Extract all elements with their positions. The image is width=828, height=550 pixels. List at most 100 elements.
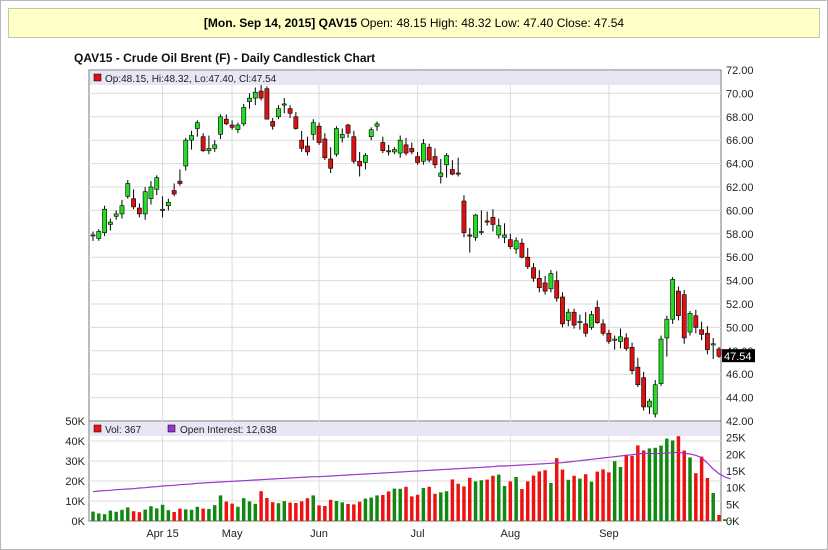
volume-bar	[497, 474, 501, 521]
month-label: Jul	[411, 528, 425, 540]
volume-bar	[346, 504, 350, 521]
candle-body	[136, 207, 142, 215]
candle-body	[467, 234, 473, 237]
candle-body	[699, 329, 704, 335]
volume-bar	[386, 491, 391, 521]
candle-body	[641, 377, 647, 408]
volume-bar	[589, 481, 594, 521]
candle-body	[113, 213, 119, 217]
volume-bar	[670, 440, 675, 521]
volume-legend-swatch	[93, 424, 102, 433]
candle-body	[403, 144, 409, 154]
volume-bar	[612, 461, 617, 521]
volume-bar	[479, 480, 484, 521]
volume-bar	[502, 486, 507, 521]
volume-bar	[583, 474, 588, 521]
candle-body	[102, 208, 107, 233]
candle-body	[154, 177, 160, 190]
volume-bar	[647, 448, 652, 521]
candle-body	[293, 116, 299, 129]
candle-body	[502, 234, 507, 238]
volume-bar	[717, 515, 721, 521]
quote-symbol: QAV15	[318, 16, 358, 30]
volume-bar	[682, 450, 686, 521]
volume-bar	[369, 497, 373, 521]
volume-bar	[572, 475, 576, 521]
candle-body	[658, 338, 664, 384]
price-tick-label: 50.00	[726, 322, 754, 334]
volume-bar	[462, 486, 466, 521]
candle-body	[600, 323, 606, 334]
volume-bar	[218, 495, 223, 521]
candle-body	[525, 256, 531, 267]
volume-bar	[375, 495, 379, 521]
candle-body	[148, 186, 154, 199]
volume-bar	[137, 512, 142, 521]
candle-body	[490, 217, 496, 225]
volume-bar	[439, 492, 443, 521]
month-label: May	[222, 528, 243, 540]
volume-bar	[114, 511, 118, 521]
price-legend-text: Op:48.15, Hi:48.32, Lo:47.40, Cl:47.54	[105, 74, 277, 85]
volume-bar	[102, 514, 107, 521]
candle-body	[473, 214, 478, 238]
candle-body	[397, 139, 403, 154]
volume-bar	[595, 471, 600, 521]
candle-body	[409, 148, 415, 153]
volume-tick-label: 30K	[65, 456, 85, 468]
candle-body	[612, 338, 618, 341]
candle-body	[647, 400, 652, 408]
candle-body	[368, 129, 374, 137]
candle-body	[264, 88, 270, 120]
volume-bar	[641, 450, 646, 521]
candle-body	[710, 343, 716, 346]
candle-body	[229, 124, 235, 128]
volume-bar	[334, 501, 339, 521]
volume-bar	[288, 502, 292, 521]
candle-body	[716, 348, 722, 357]
volume-bar	[630, 455, 634, 521]
quote-low-label: Low:	[494, 16, 520, 30]
volume-tick-label: 50K	[65, 416, 85, 428]
candle-body	[299, 139, 305, 149]
price-tick-label: 70.00	[726, 88, 754, 100]
candle-body	[316, 125, 322, 143]
volume-bar	[578, 478, 582, 521]
volume-legend-text: Vol: 367	[105, 425, 142, 436]
volume-bar	[560, 469, 565, 521]
volume-bar	[427, 486, 431, 521]
quote-close: 47.54	[594, 16, 625, 30]
candle-body	[455, 172, 461, 175]
candle-body	[276, 108, 281, 118]
volume-bar	[676, 436, 681, 521]
candle-body	[478, 231, 484, 233]
candle-body	[305, 145, 310, 153]
price-tick-label: 60.00	[726, 205, 754, 217]
candle-body	[444, 155, 449, 166]
candle-body	[386, 150, 391, 153]
volume-bar	[723, 519, 727, 521]
volume-bar	[624, 454, 628, 521]
volume-bar	[415, 494, 420, 521]
volume-tick-label: 0K	[72, 516, 86, 528]
candle-body	[96, 231, 102, 239]
volume-bar	[247, 501, 252, 521]
oi-tick-label: 20K	[726, 449, 746, 461]
volume-bar	[433, 493, 437, 521]
volume-bar	[554, 458, 559, 521]
candle-body	[583, 323, 589, 334]
candle-body	[421, 143, 426, 162]
candle-body	[108, 221, 113, 225]
volume-bar	[566, 479, 571, 521]
candle-body	[542, 282, 548, 292]
volume-bar	[323, 506, 327, 521]
candle-body	[531, 267, 536, 279]
volume-bar	[665, 438, 669, 521]
volume-bar	[607, 472, 611, 521]
candle-body	[252, 91, 258, 99]
volume-bar	[694, 473, 698, 521]
volume-bar	[207, 509, 211, 521]
oi-legend-text: Open Interest: 12,638	[180, 425, 277, 436]
candle-body	[571, 311, 577, 326]
quote-bar: [Mon. Sep 14, 2015] QAV15 Open: 48.15 Hi…	[8, 8, 820, 38]
